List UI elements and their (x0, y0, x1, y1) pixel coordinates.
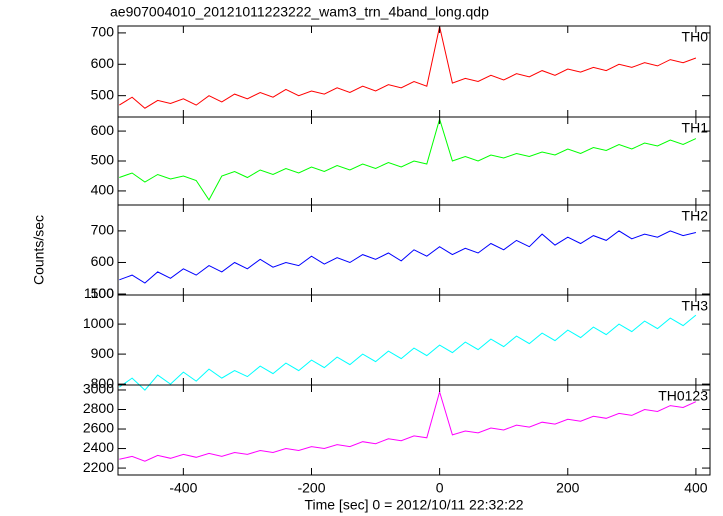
y-tick-label: 2600 (83, 420, 114, 436)
y-tick-label: 500 (91, 152, 115, 168)
y-tick-label: 600 (91, 122, 115, 138)
series-name: TH2 (682, 208, 709, 224)
y-tick-label: 2400 (83, 439, 114, 455)
y-tick-label: 2800 (83, 400, 114, 416)
y-tick-label: 700 (91, 24, 115, 40)
y-tick-label: 1000 (83, 315, 114, 331)
x-axis-label: Time [sec] 0 = 2012/10/11 22:32:22 (304, 497, 523, 513)
panel-frame (117, 25, 711, 118)
series-line (119, 117, 697, 201)
y-tick-label: 500 (91, 86, 115, 102)
series-line (119, 230, 697, 284)
y-tick-label: 600 (91, 253, 115, 269)
y-tick-label: 700 (91, 222, 115, 238)
y-tick-label: 600 (91, 55, 115, 71)
y-tick-label: 3000 (83, 381, 114, 397)
y-tick-label: 800 (91, 375, 115, 391)
y-tick-label: 1100 (84, 285, 114, 301)
x-tick-label: -200 (297, 480, 325, 496)
chart-title: ae907004010_20121011223222_wam3_trn_4ban… (110, 4, 489, 20)
series-name: TH1 (682, 120, 709, 136)
x-tick-label: 0 (436, 480, 444, 496)
series-line (119, 390, 697, 462)
series-name: TH3 (682, 298, 709, 314)
y-tick-label: 500 (91, 285, 115, 301)
series-line (119, 26, 697, 109)
panel-frame (117, 384, 711, 476)
y-axis-label: Counts/sec (31, 215, 47, 285)
series-line (119, 314, 697, 391)
series-name: TH0123 (658, 388, 708, 404)
x-tick-label: -400 (169, 480, 197, 496)
y-tick-label: 2200 (83, 459, 114, 475)
x-tick-label: 200 (556, 480, 580, 496)
x-tick-label: 400 (684, 480, 708, 496)
y-tick-label: 400 (91, 182, 115, 198)
y-tick-label: 900 (91, 345, 115, 361)
series-name: TH0 (682, 29, 709, 45)
